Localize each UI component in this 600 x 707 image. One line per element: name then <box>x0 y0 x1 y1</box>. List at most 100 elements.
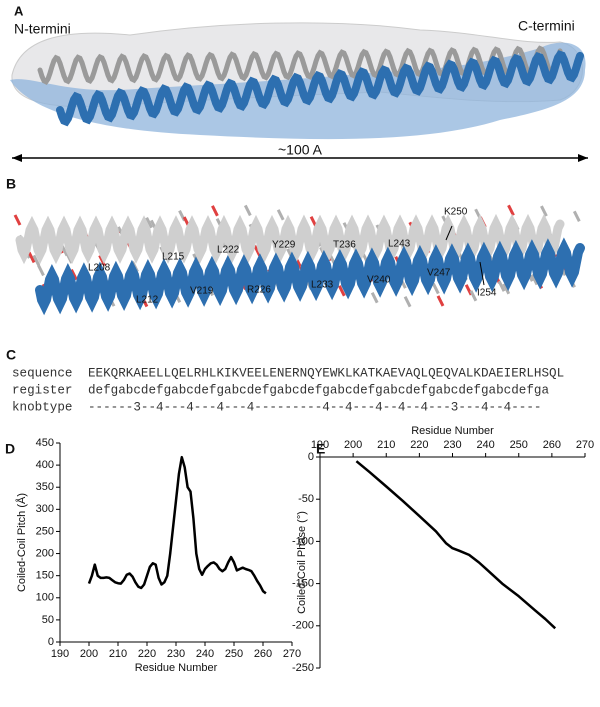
y-tick-label: -100 <box>292 535 314 547</box>
y-tick-label: 300 <box>36 503 54 515</box>
row-name: sequence <box>12 366 72 380</box>
y-tick-label: 150 <box>36 570 54 582</box>
panel-label: D <box>5 441 15 457</box>
y-tick-label: 50 <box>42 614 54 626</box>
side-chain <box>507 204 515 216</box>
y-axis-label: Coiled-Coil Phase (°) <box>296 511 308 614</box>
panel-a: A N-termini C-termini ~100 A <box>10 3 588 162</box>
side-chain <box>211 205 219 217</box>
panel-b: B K250 L208 L215 L222 Y229 T236 L243 L21… <box>6 176 585 316</box>
x-tick-label: 260 <box>254 648 272 660</box>
x-tick-label: 270 <box>576 439 594 451</box>
x-axis-label: Residue Number <box>135 662 218 674</box>
helices <box>37 45 584 127</box>
pointer <box>479 261 485 286</box>
helix <box>56 50 584 127</box>
x-axis-label: Residue Number <box>411 425 494 437</box>
y-tick-label: -150 <box>292 578 314 590</box>
side-chain <box>370 291 379 304</box>
x-tick-label: 250 <box>225 648 243 660</box>
side-chain <box>572 210 581 222</box>
side-chain <box>253 245 262 257</box>
length-label: ~100 A <box>278 142 323 158</box>
residue-label: V219 <box>190 286 214 297</box>
side-chain <box>464 284 473 296</box>
x-tick-label: 260 <box>543 439 561 451</box>
residue-label: T236 <box>333 240 356 251</box>
x-tick-label: 230 <box>167 648 185 660</box>
helix <box>37 45 563 86</box>
residue-label: L215 <box>162 252 185 263</box>
x-tick-label: 200 <box>80 648 98 660</box>
side-chain <box>540 205 548 217</box>
side-chain <box>70 268 78 281</box>
y-tick-label: -50 <box>298 493 314 505</box>
pointer <box>445 225 453 241</box>
residue-label: V247 <box>427 268 451 279</box>
y-tick-label: 0 <box>48 636 54 648</box>
y-tick-label: -250 <box>292 662 314 674</box>
side-chain <box>431 282 440 295</box>
residue-label: V240 <box>367 275 391 286</box>
side-chain <box>37 264 45 277</box>
y-tick-label: 400 <box>36 459 54 471</box>
residue-label: L208 <box>88 263 111 274</box>
x-tick-label: 190 <box>311 439 329 451</box>
y-tick-label: 200 <box>36 547 54 559</box>
side-chain <box>13 214 22 226</box>
x-tick-label: 240 <box>196 648 214 660</box>
y-tick-label: 450 <box>36 437 54 449</box>
residue-label: I254 <box>477 288 497 299</box>
residue-label: K250 <box>444 207 468 218</box>
helix <box>35 237 585 316</box>
y-axis-label: Coiled-Coil Pitch (Å) <box>15 493 28 592</box>
data-line <box>87 455 267 595</box>
row-name: register <box>12 383 72 397</box>
side-chain <box>497 280 506 292</box>
side-chain <box>403 296 412 308</box>
x-tick-label: 240 <box>476 439 494 451</box>
side-chain <box>436 295 445 307</box>
residue-label: L233 <box>311 280 334 291</box>
panel-label: B <box>6 176 16 192</box>
side-chain <box>243 204 252 217</box>
panel-label: C <box>6 347 16 363</box>
side-chain <box>276 209 285 221</box>
side-chain <box>27 251 36 264</box>
x-tick-label: 210 <box>377 439 395 451</box>
side-chain <box>337 285 346 297</box>
y-tick-label: 0 <box>308 451 314 463</box>
side-chain <box>502 283 511 295</box>
row-text: ------3--4---4---4---4---------4--4---4-… <box>88 400 541 414</box>
side-chain <box>469 290 478 302</box>
panel-c: C sequence EEKQRKAEELLQELRHLKIKVEELENERN… <box>6 347 564 415</box>
x-tick-label: 200 <box>344 439 362 451</box>
x-tick-label: 210 <box>109 648 127 660</box>
side-chain <box>145 217 153 229</box>
x-tick-label: 220 <box>410 439 428 451</box>
side-chain <box>530 273 539 286</box>
x-tick-label: 220 <box>138 648 156 660</box>
x-tick-label: 230 <box>443 439 461 451</box>
y-tick-label: 100 <box>36 592 54 604</box>
helix-model <box>13 204 585 316</box>
row-text: EEKQRKAEELLQELRHLKIKVEELENERNQYEWKLKATKA… <box>88 366 564 380</box>
y-tick-label: 350 <box>36 481 54 493</box>
residue-label: Y229 <box>272 240 296 251</box>
row-text: defgabcdefgabcdefgabcdefgabcdefgabcdefga… <box>88 383 549 397</box>
residue-label: R226 <box>247 285 271 296</box>
residue-label: L243 <box>388 239 411 250</box>
y-tick-label: 250 <box>36 525 54 537</box>
data-line <box>355 460 557 630</box>
side-chain <box>98 254 106 267</box>
residue-label: L212 <box>136 295 159 306</box>
n-termini: N-termini <box>14 21 71 37</box>
panel-label: E <box>316 441 325 457</box>
y-tick-label: -200 <box>292 620 314 632</box>
x-tick-label: 190 <box>51 648 69 660</box>
residue-label: L222 <box>217 245 240 256</box>
panel-label: A <box>14 3 24 18</box>
x-tick-label: 270 <box>283 648 301 660</box>
row-name: knobtype <box>12 400 72 414</box>
